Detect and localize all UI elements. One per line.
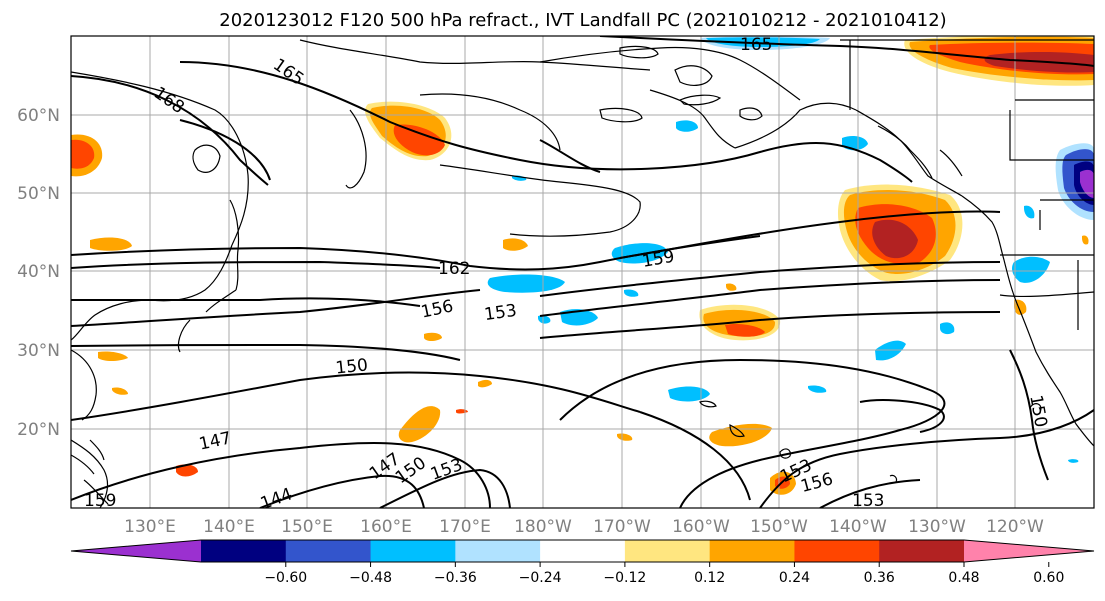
- chart-title: 2020123012 F120 500 hPa refract., IVT La…: [219, 10, 946, 31]
- colorbar-swatch: [624, 540, 711, 562]
- lon-label: 180°W: [514, 517, 572, 537]
- colorbar-tick-label: 0.48: [948, 570, 979, 586]
- lon-label: 170°E: [439, 517, 491, 537]
- positive-anomaly-patches: [71, 36, 1094, 495]
- contour-label: 150: [335, 355, 369, 378]
- lat-label-40n: 40°N: [17, 262, 60, 282]
- colorbar-tick-label: 0.60: [1033, 570, 1064, 586]
- contour-label: 153: [852, 491, 884, 511]
- colorbar-extend-min: [71, 540, 201, 562]
- lon-label: 160°E: [360, 517, 412, 537]
- lon-label: 130°E: [124, 517, 176, 537]
- colorbar-tick-label: 0.12: [694, 570, 725, 586]
- coastlines: [71, 39, 1094, 508]
- contour-label: 165: [740, 35, 772, 55]
- latitude-labels: 60°N 50°N 40°N 30°N 20°N: [17, 106, 60, 440]
- colorbar-swatch: [285, 540, 372, 562]
- colorbar-tick-label: −0.24: [519, 570, 562, 586]
- lat-label-50n: 50°N: [17, 184, 60, 204]
- colorbar-swatch: [455, 540, 541, 562]
- colorbar-tick-label: 0.24: [779, 570, 810, 586]
- colorbar-extend-max: [964, 540, 1094, 562]
- map-frame: [70, 35, 1095, 509]
- colorbar-swatch: [370, 540, 456, 562]
- map-panel: 165 168 165 162 159 156 153 150 147 147 …: [71, 35, 1094, 511]
- colorbar-tick-label: −0.60: [264, 570, 307, 586]
- height-contours: [71, 36, 1094, 508]
- lat-label-60n: 60°N: [17, 106, 60, 126]
- colorbar-swatch: [201, 540, 287, 562]
- colorbar-swatch: [794, 540, 880, 562]
- colorbar-outline: [70, 539, 1095, 563]
- lon-label: 140°E: [203, 517, 255, 537]
- longitude-labels: 130°E 140°E 150°E 160°E 170°E 180°W 170°…: [124, 517, 1044, 537]
- lon-label: 150°W: [750, 517, 808, 537]
- colorbar-tick-label: −0.12: [603, 570, 646, 586]
- contour-label: 162: [438, 259, 470, 279]
- lon-label: 160°W: [672, 517, 730, 537]
- colorbar-swatch: [879, 540, 965, 562]
- colorbar-tick-label: −0.36: [434, 570, 477, 586]
- contour-label: 159: [84, 491, 116, 511]
- negative-anomaly-patches: [487, 36, 1094, 463]
- lon-label: 140°W: [829, 517, 887, 537]
- lat-label-20n: 20°N: [17, 420, 60, 440]
- colorbar-tick-label: −0.48: [349, 570, 392, 586]
- contour-label: 153: [483, 301, 518, 325]
- graticule: [71, 36, 1094, 508]
- colorbar-swatch: [709, 540, 795, 562]
- lon-label: 130°W: [908, 517, 966, 537]
- lon-label: 120°W: [986, 517, 1044, 537]
- lat-label-30n: 30°N: [17, 341, 60, 361]
- lon-label: 150°E: [281, 517, 333, 537]
- colorbar-tick-label: 0.36: [864, 570, 895, 586]
- colorbar-swatch: [540, 540, 626, 562]
- lon-label: 170°W: [593, 517, 651, 537]
- colorbar: −0.60 −0.48 −0.36 −0.24 −0.12 0.12 0.24 0.36 0.4…: [70, 539, 1095, 586]
